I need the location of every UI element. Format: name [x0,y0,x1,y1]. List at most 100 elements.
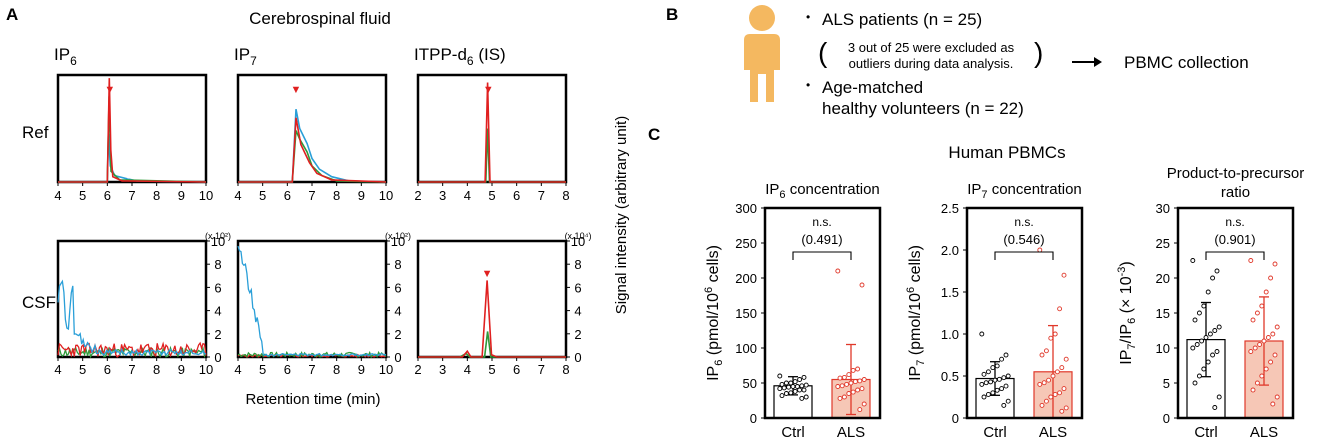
ctrl-point [988,379,994,385]
als-point [1052,392,1058,397]
x-tick-label: 8 [153,188,160,203]
x-tick-label: 10 [199,188,213,203]
als-point [1037,247,1043,253]
x-tick-label: 6 [104,362,111,377]
panel-c-letter: C [648,125,660,144]
y-tick-label: 2 [394,327,401,342]
als-point [837,375,843,381]
x-tick-label: 4 [54,362,61,377]
ctrl-point [981,371,987,377]
bar-chart-2: Product-to-precursor ratio IP7/IP6 (× 10-3… [1116,165,1304,441]
ctrl-point [792,379,798,385]
ref-trace-0-2 [58,78,207,183]
x-tick-label: 8 [153,362,160,377]
y-tick-label: 4 [214,304,221,319]
x-tick-label: 5 [259,188,266,203]
ctrl-point [777,386,783,392]
y-tick-label: 2.5 [941,201,959,216]
row-label-ref: Ref [22,123,49,142]
arrow-label: PBMC collection [1124,53,1249,72]
bullet: • [806,78,810,92]
als-point [1263,289,1269,295]
x-axis-label: Retention time (min) [245,391,380,408]
y-tick-label: 0 [952,411,959,426]
ctrl-point [1214,349,1220,354]
ref-plot-frame-0 [56,73,208,184]
x-tick-label: 8 [333,362,340,377]
ctrl-point [788,390,794,396]
ctrl-point [799,395,805,401]
ctrl-point [1210,275,1216,281]
ctrl-point [994,363,1000,369]
ctrl-point [1005,398,1011,404]
als-point [1061,386,1067,392]
als-point [859,282,865,288]
significance-label: n.s. [1014,215,1033,229]
als-point [1057,306,1063,312]
ctrl-point [979,331,985,337]
ctrl-point [803,382,809,388]
ctrl-point [1190,258,1196,263]
x-tick-label: 7 [128,188,135,203]
y-axis-label: IP6 (pmol/106 cells) [703,245,725,381]
x-tick-label: 7 [308,188,315,203]
ctrl-point [781,385,787,391]
als-point [1037,381,1043,387]
y-tick-label: 20 [1156,271,1170,286]
ctrl-point [792,388,798,394]
chart-frame [1176,206,1295,420]
bullet-age-matched-2: healthy volunteers (n = 22) [822,99,1024,118]
x-tick-label: 4 [54,188,61,203]
ctrl-point [779,381,785,387]
ctrl-point [1003,352,1009,358]
als-point [841,394,847,400]
x-tick-label: 4 [464,188,471,203]
ctrl-point [1001,375,1007,381]
als-point [1250,317,1256,323]
als-point [837,395,843,401]
x-tick-label: 5 [259,362,266,377]
y-tick-label: 4 [574,304,581,319]
ctrl-point [979,381,985,387]
p-value-label: (0.546) [1003,232,1044,247]
ctrl-point [990,390,996,396]
als-point [1257,342,1263,347]
x-tick-label: 3 [439,362,446,377]
x-tick-label: 4 [234,188,241,203]
ctrl-point [1216,324,1222,330]
person-body [744,34,780,102]
peak-marker: ▼ [291,84,302,96]
arrow-head [1094,57,1102,67]
als-point [1039,352,1045,358]
person-head [749,5,775,31]
ctrl-point [985,369,991,375]
csf-plot-frame-1 [236,239,388,359]
bar-chart-1: IP7 concentration IP7 (pmol/106 cells) 0 0.… [905,181,1084,441]
als-point [835,268,841,274]
ctrl-point [786,384,792,390]
als-point [861,401,867,407]
panel-c-title: Human PBMCs [948,143,1065,162]
x-tick-label: 8 [333,188,340,203]
x-tick-label: 8 [562,362,569,377]
ctrl-point [1003,383,1009,389]
y-axis-label: IP7/IP6 (× 10-3) [1116,261,1138,364]
als-point [855,366,861,372]
x-tick-label: 6 [284,362,291,377]
x-tick-label: 2 [414,362,421,377]
als-point [850,367,856,373]
paren-open: ( [818,37,828,68]
x-tick-label: 5 [79,362,86,377]
significance-bracket [792,251,852,260]
ref-trace-1-2 [238,117,387,183]
als-point [1268,275,1274,281]
chart-title-line-2: ratio [1221,184,1250,201]
y-tick-label: 0.5 [941,369,959,384]
ctrl-point [999,386,1005,392]
x-category-label: Ctrl [1194,424,1217,441]
als-point [1270,331,1276,337]
csf-plot-frame-0 [56,239,208,359]
y-tick-label: 50 [743,376,757,391]
y-tick-label: 5 [1163,376,1170,391]
ctrl-point [801,374,807,380]
